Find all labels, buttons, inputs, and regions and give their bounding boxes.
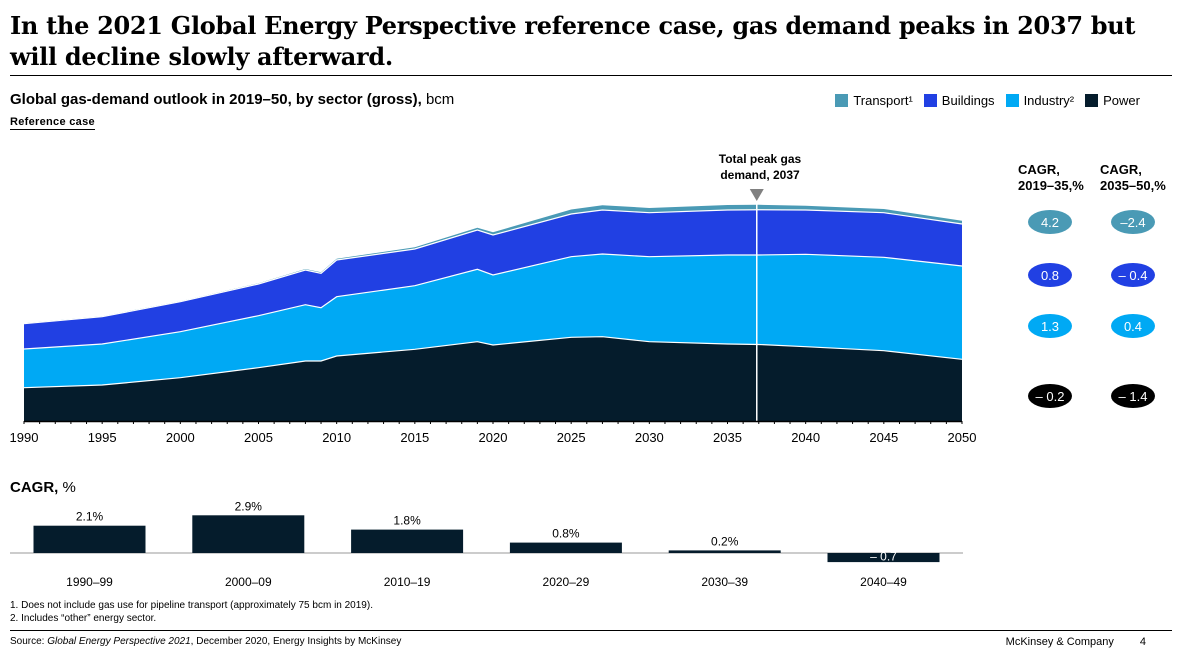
cagr-chart-title: CAGR, % [10,479,76,496]
brand-name: McKinsey & Company [1005,636,1114,648]
cagr-title-unit: % [58,479,76,496]
peak-annotation: Total peak gas demand, 2037 [700,151,820,183]
area-industry [24,254,962,388]
cagr-bar-label: – 0.7 [870,550,897,564]
cagr-category-label: 2000–09 [225,575,272,589]
x-tick-label: 2030 [635,430,664,445]
cagr-bar-label: 2.9% [235,499,263,513]
series-boundary-line [23,336,963,389]
x-tick-label: 2050 [948,430,977,445]
legend-item-buildings: Buildings [923,93,995,108]
chart-subtitle: Global gas-demand outlook in 2019–50, by… [10,91,454,108]
footnote-1: 1. Does not include gas use for pipeline… [10,600,373,611]
footnote-2: 2. Includes “other” energy sector. [10,613,157,624]
series-boundary-line [23,253,963,350]
cagr-pill: – 1.4 [1111,384,1155,408]
area-power [24,336,962,421]
cagr-pill: –2.4 [1111,210,1155,234]
legend: Transport¹ Buildings Industry² Power [835,93,1140,108]
cagr-bar-label: 2.1% [76,510,104,524]
x-tick-label: 1990 [10,430,39,445]
cagr-bar [351,529,464,553]
cagr-bar-label: 1.8% [393,514,421,528]
legend-label: Buildings [941,93,995,108]
cagr-bar [33,525,146,553]
legend-swatch [923,94,937,107]
cagr-pill: 0.4 [1111,314,1155,338]
legend-label: Power [1103,93,1140,108]
cagr-bar-label: 0.8% [552,527,580,541]
chart: 1990 1995 2000 2005 2010 2015 2020 2025 2030 2035… [10,189,977,589]
cagr-header-line: CAGR, [1018,162,1060,177]
x-tick-label: 2000 [166,430,195,445]
cagr-bar [827,553,940,563]
x-tick-label: 2035 [713,430,742,445]
x-tick-label: 2010 [322,430,351,445]
peak-label-line2: demand, 2037 [720,168,800,182]
cagr-bar-chart: 2.1% 1990–99 2.9% 2000–09 1.8% 2010–19 0.8% 202… [10,499,963,589]
x-tick-label: 1995 [88,430,117,445]
cagr-bar-label: 0.2% [711,534,739,548]
legend-item-transport: Transport¹ [835,93,913,108]
area-buildings [24,209,962,349]
legend-label: Transport¹ [853,93,913,108]
cagr-category-label: 1990–99 [66,575,113,589]
legend-swatch [1085,94,1099,107]
x-tick-label: 2015 [400,430,429,445]
cagr-pill: 1.3 [1028,314,1072,338]
peak-label-line1: Total peak gas [718,152,802,166]
cagr-header-line: 2035–50,% [1100,178,1166,193]
source-label: Source: [10,636,48,647]
cagr-pill: – 0.2 [1028,384,1072,408]
x-tick-label: 2025 [557,430,586,445]
cagr-header-2019-35: CAGR, 2019–35,% [1018,162,1084,194]
x-axis: 1990 1995 2000 2005 2010 2015 2020 2025 2030 2035… [10,420,977,445]
source-rest: , December 2020, Energy Insights by McKi… [190,636,402,647]
area-chart [23,189,963,421]
peak-marker-icon [749,189,764,201]
page-number: 4 [1139,636,1146,648]
x-tick-label: 2020 [479,430,508,445]
x-tick-label: 2040 [791,430,820,445]
scenario-label: Reference case [10,116,95,130]
legend-swatch [1005,94,1019,107]
footer-divider [10,630,1172,631]
brand-footer: McKinsey & Company 4 [1006,636,1146,648]
cagr-header-line: 2019–35,% [1018,178,1084,193]
x-tick-label: 2005 [244,430,273,445]
cagr-bar [192,515,305,553]
legend-item-power: Power [1085,93,1140,108]
x-tick-label: 2045 [869,430,898,445]
series-boundary-line [23,209,963,325]
legend-label: Industry² [1023,93,1075,108]
cagr-title-text: CAGR, [10,479,59,496]
title-divider [10,75,1172,76]
source-title: Global Energy Perspective 2021 [47,636,191,647]
cagr-pill: 0.8 [1028,263,1072,287]
source-note: Source: Global Energy Perspective 2021, … [10,636,401,647]
cagr-bar [668,550,781,553]
cagr-bar [509,542,622,553]
cagr-header-line: CAGR, [1100,162,1142,177]
cagr-category-label: 2020–29 [543,575,590,589]
cagr-pill: – 0.4 [1111,263,1155,287]
subtitle-main: Global gas-demand outlook in 2019–50, by… [10,91,422,108]
legend-item-industry: Industry² [1005,93,1075,108]
page-title: In the 2021 Global Energy Perspective re… [10,11,1136,71]
cagr-category-label: 2010–19 [384,575,431,589]
cagr-category-label: 2040–49 [860,575,907,589]
cagr-category-label: 2030–39 [701,575,748,589]
cagr-header-2035-50: CAGR, 2035–50,% [1100,162,1166,194]
legend-swatch [835,94,849,107]
subtitle-unit: bcm [421,91,455,108]
cagr-pill: 4.2 [1028,210,1072,234]
